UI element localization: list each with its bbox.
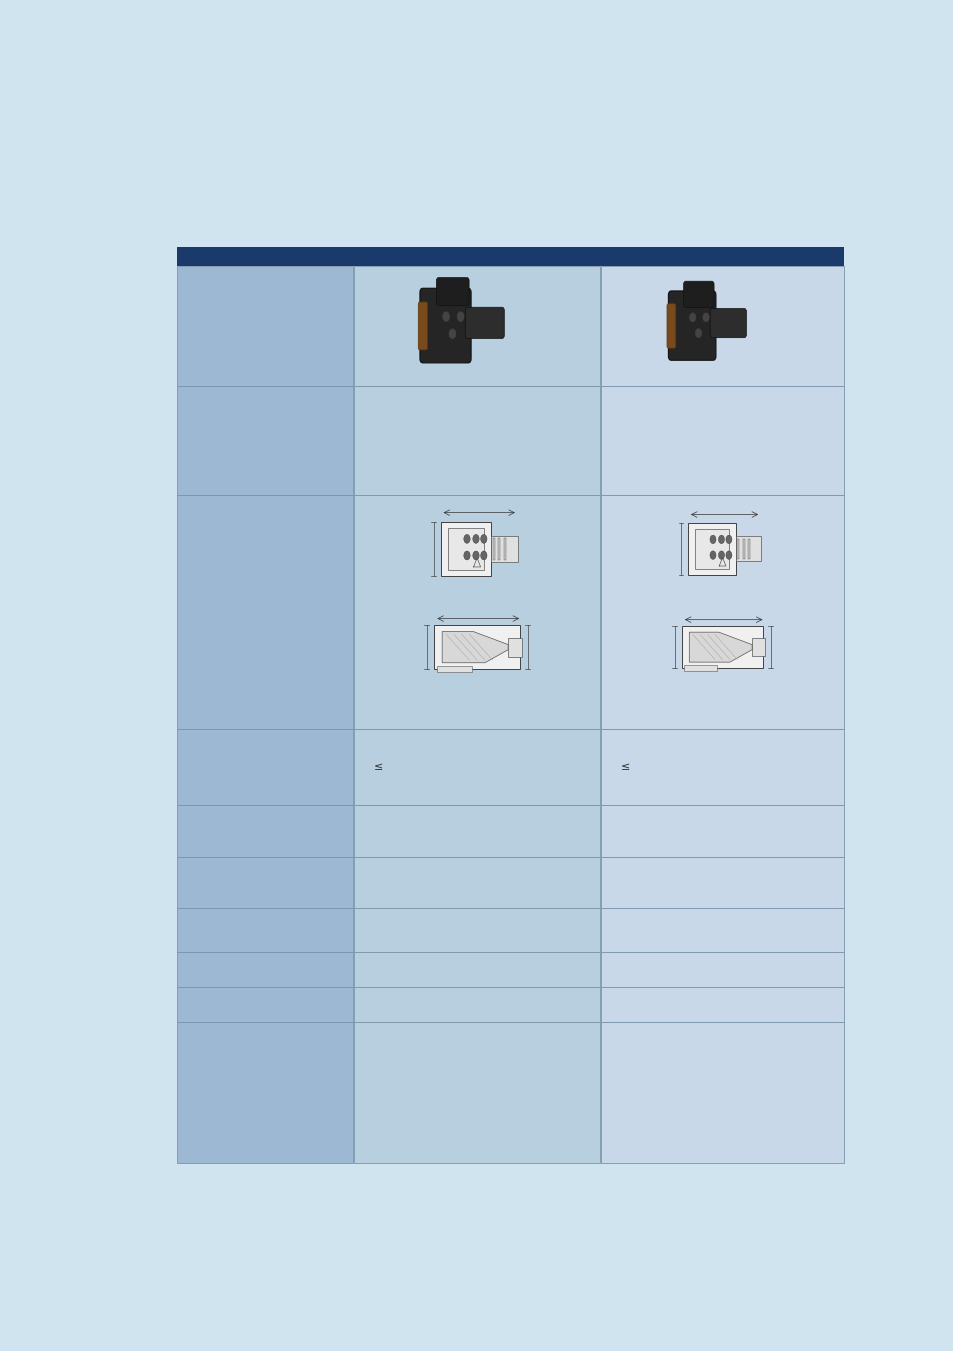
Bar: [735, 536, 760, 562]
Bar: [436, 666, 471, 671]
Circle shape: [463, 551, 470, 559]
Bar: [176, 386, 353, 494]
Circle shape: [442, 312, 449, 322]
Bar: [600, 1023, 842, 1163]
Bar: [747, 539, 749, 559]
Bar: [492, 538, 495, 559]
Bar: [176, 988, 353, 1023]
Circle shape: [709, 535, 715, 543]
Bar: [176, 805, 353, 857]
FancyBboxPatch shape: [417, 303, 427, 350]
Bar: [176, 1023, 353, 1163]
Bar: [354, 988, 599, 1023]
Bar: [683, 665, 717, 671]
Circle shape: [695, 328, 701, 338]
FancyBboxPatch shape: [419, 288, 471, 363]
Bar: [600, 494, 842, 730]
Bar: [751, 638, 764, 657]
Circle shape: [473, 551, 478, 559]
Circle shape: [456, 312, 463, 322]
Bar: [176, 951, 353, 988]
Circle shape: [702, 313, 708, 322]
Polygon shape: [441, 631, 508, 663]
Bar: [354, 266, 599, 386]
Circle shape: [725, 551, 731, 559]
Bar: [503, 538, 505, 559]
FancyBboxPatch shape: [465, 307, 504, 339]
Circle shape: [480, 551, 486, 559]
Bar: [694, 528, 728, 569]
Bar: [354, 730, 599, 805]
FancyBboxPatch shape: [709, 308, 745, 338]
Bar: [600, 908, 842, 951]
Circle shape: [709, 551, 715, 559]
Bar: [354, 386, 599, 494]
Bar: [434, 624, 519, 669]
Bar: [440, 521, 491, 576]
Bar: [354, 908, 599, 951]
Bar: [741, 539, 743, 559]
Circle shape: [689, 313, 695, 322]
Bar: [737, 539, 739, 559]
Bar: [176, 730, 353, 805]
Bar: [600, 386, 842, 494]
Polygon shape: [689, 632, 751, 662]
FancyBboxPatch shape: [668, 290, 715, 361]
Bar: [687, 523, 735, 574]
Bar: [600, 857, 842, 908]
Bar: [176, 266, 353, 386]
FancyBboxPatch shape: [683, 281, 713, 308]
Circle shape: [463, 535, 470, 543]
Bar: [354, 1023, 599, 1163]
Bar: [600, 805, 842, 857]
Circle shape: [480, 535, 486, 543]
Bar: [354, 857, 599, 908]
Bar: [176, 494, 353, 730]
Circle shape: [449, 328, 456, 339]
Bar: [600, 730, 842, 805]
Circle shape: [473, 535, 478, 543]
Circle shape: [718, 535, 723, 543]
Bar: [176, 857, 353, 908]
Bar: [176, 247, 842, 266]
Bar: [491, 535, 517, 562]
FancyBboxPatch shape: [436, 277, 469, 305]
Bar: [497, 538, 499, 559]
FancyBboxPatch shape: [666, 304, 675, 349]
Bar: [600, 988, 842, 1023]
Circle shape: [725, 535, 731, 543]
Bar: [681, 626, 762, 669]
Bar: [354, 494, 599, 730]
Text: ≤: ≤: [374, 762, 383, 771]
Bar: [600, 266, 842, 386]
Bar: [447, 528, 483, 570]
Text: ≤: ≤: [620, 762, 629, 771]
Bar: [176, 908, 353, 951]
Circle shape: [718, 551, 723, 559]
Bar: [508, 638, 521, 657]
Bar: [600, 951, 842, 988]
Bar: [354, 951, 599, 988]
Bar: [354, 805, 599, 857]
